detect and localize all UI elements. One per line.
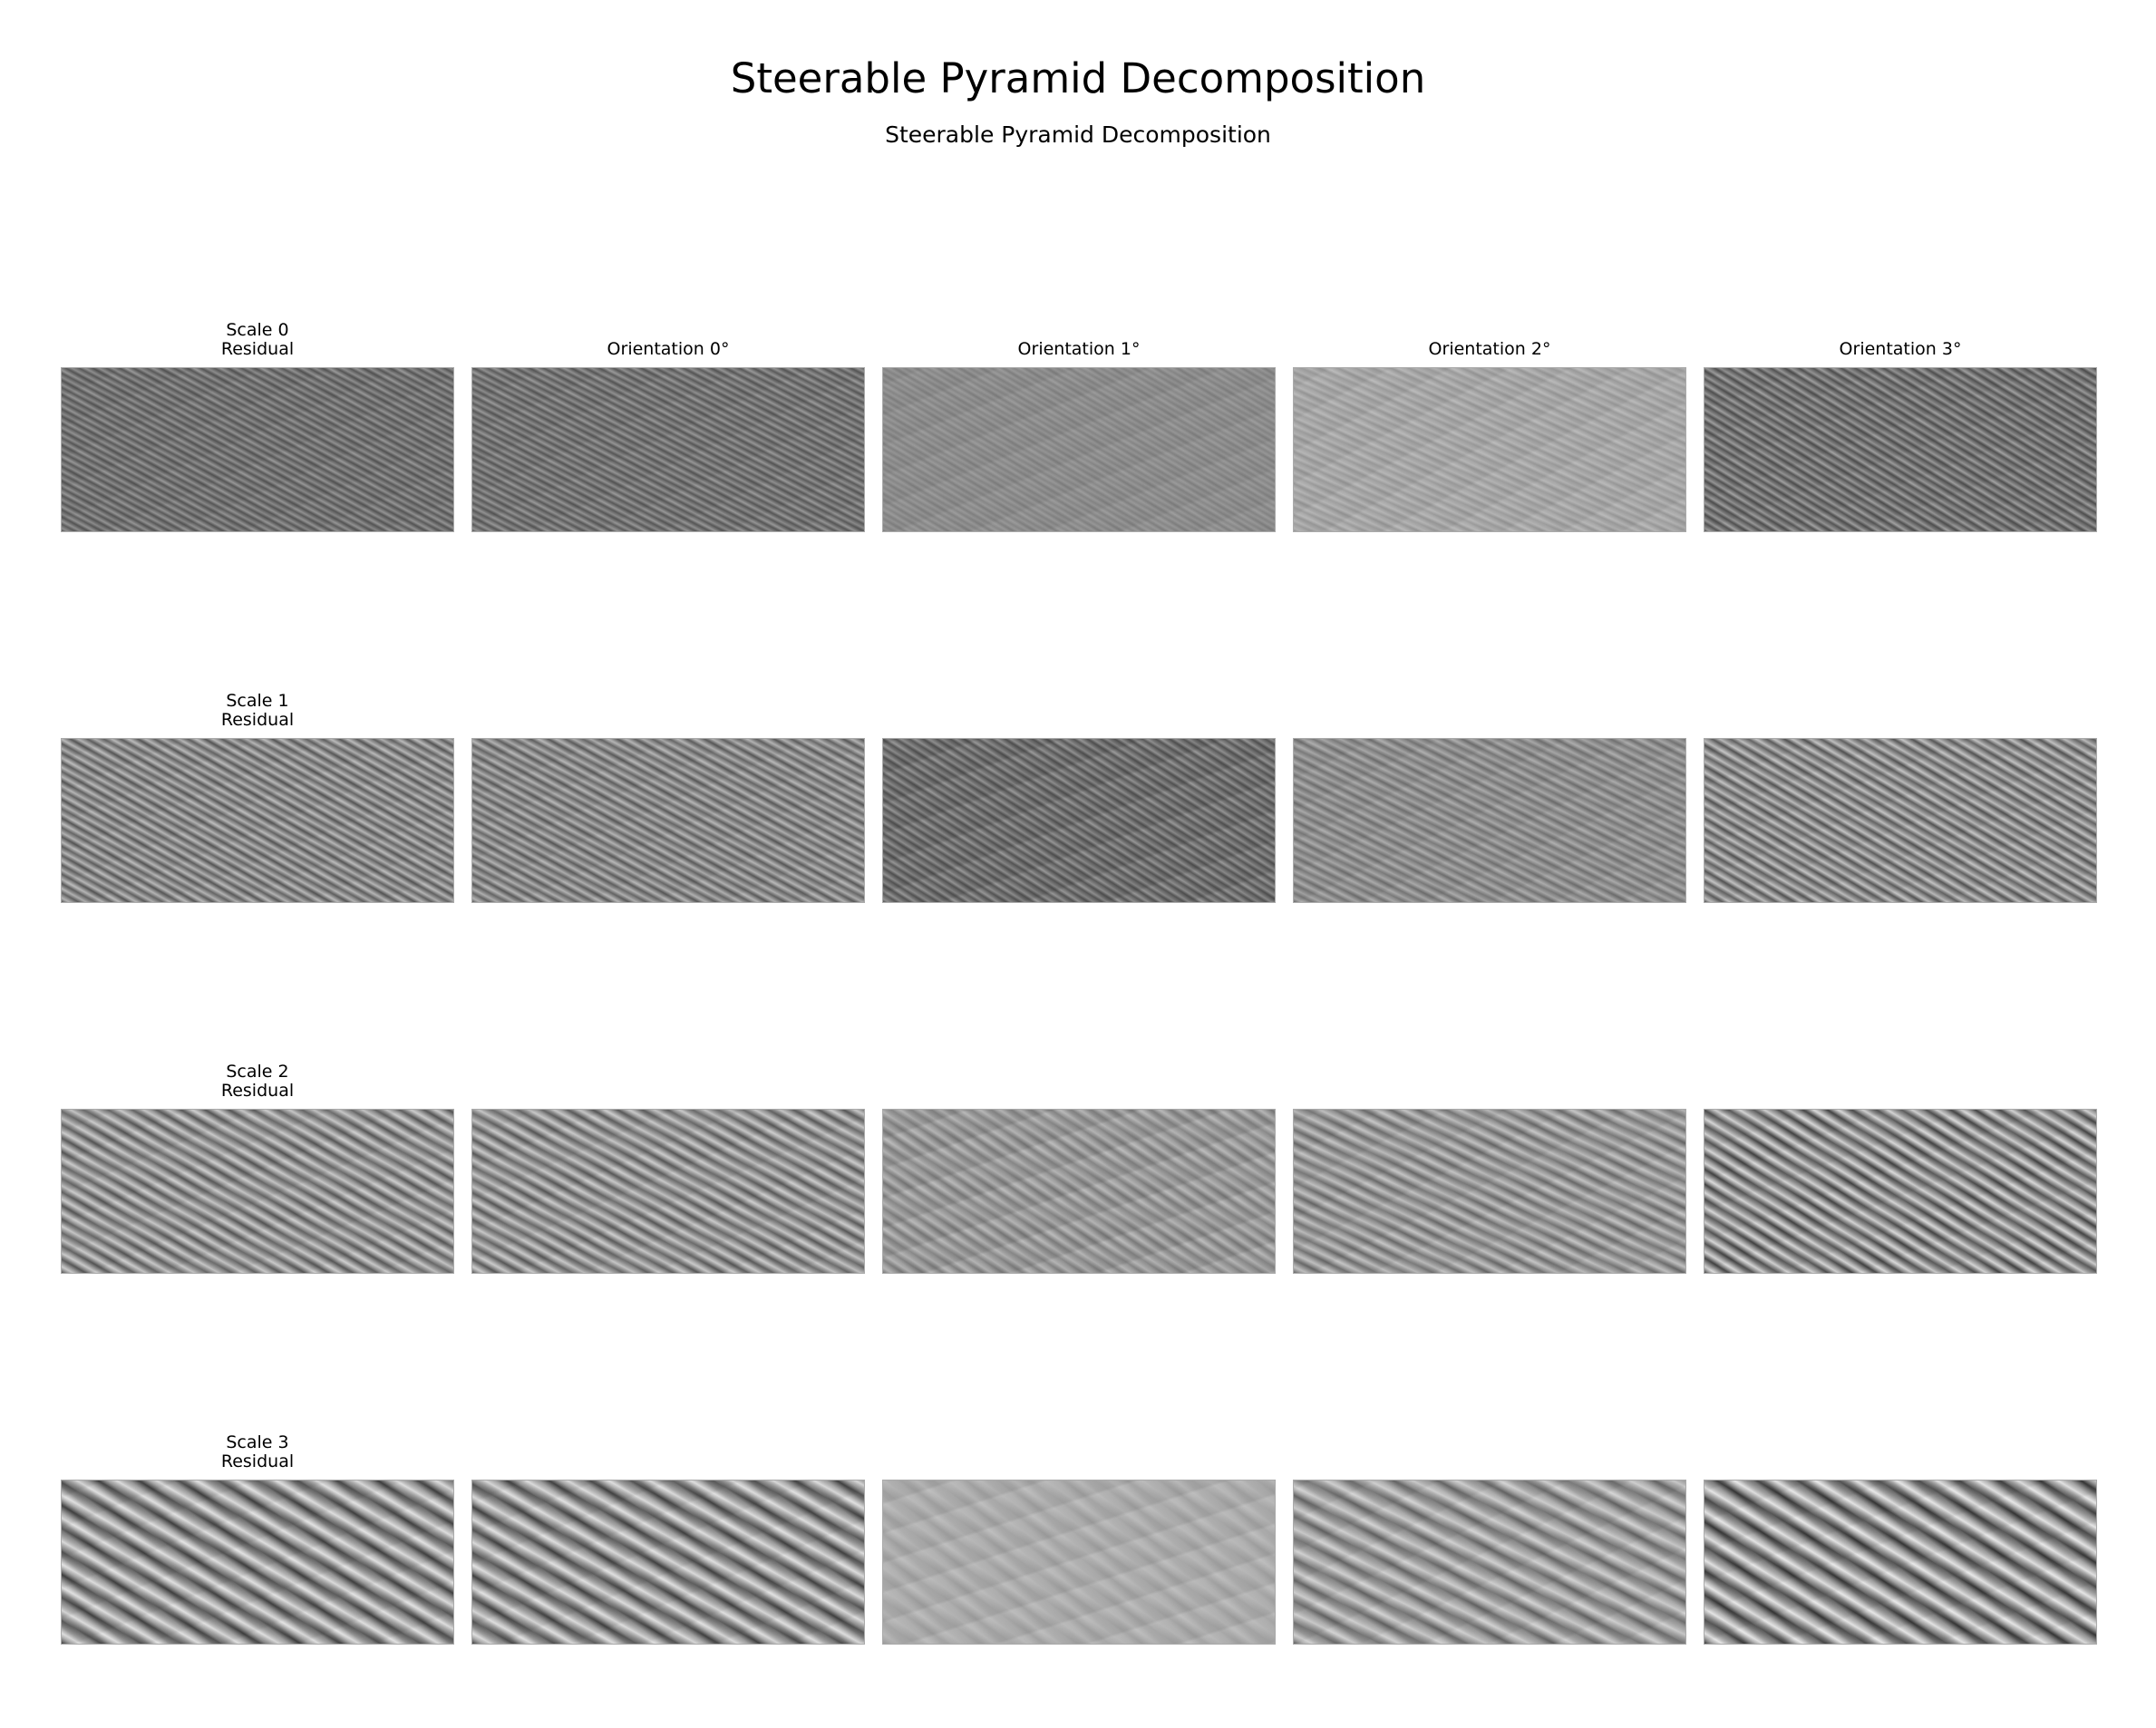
panel-scale-3-orientation-3 <box>1704 1480 2097 1645</box>
panel-scale-3-residual <box>61 1480 454 1645</box>
figure-subtitle: Steerable Pyramid Decomposition <box>885 121 1271 148</box>
panel-scale-2-orientation-1 <box>882 1109 1276 1274</box>
row-label-scale-0: Scale 0 Residual <box>61 321 454 359</box>
residual-label: Residual <box>220 339 295 359</box>
col-title-orientation-2: Orientation 2° <box>1428 339 1551 359</box>
residual-label: Residual <box>220 1081 295 1101</box>
figure-title: Steerable Pyramid Decomposition <box>730 54 1426 102</box>
panel-scale-1-orientation-3 <box>1704 738 2097 903</box>
panel-scale-1-orientation-0 <box>471 738 865 903</box>
col-title-orientation-3: Orientation 3° <box>1839 339 1962 359</box>
scale-label: Scale 3 <box>226 1432 289 1452</box>
row-label-scale-1: Scale 1 Residual <box>61 692 454 730</box>
scale-label: Scale 2 <box>226 1062 289 1082</box>
panel-scale-0-orientation-3 <box>1704 367 2097 532</box>
panel-scale-0-orientation-0 <box>471 367 865 532</box>
panel-scale-2-orientation-0 <box>471 1109 865 1274</box>
panel-scale-3-orientation-2 <box>1293 1480 1686 1645</box>
panel-scale-2-orientation-2 <box>1293 1109 1686 1274</box>
panel-scale-3-orientation-1 <box>882 1480 1276 1645</box>
panel-scale-1-residual <box>61 738 454 903</box>
residual-label: Residual <box>220 1451 295 1471</box>
panel-scale-3-orientation-0 <box>471 1480 865 1645</box>
row-label-scale-2: Scale 2 Residual <box>61 1063 454 1101</box>
panel-scale-1-orientation-2 <box>1293 738 1686 903</box>
panel-scale-2-orientation-3 <box>1704 1109 2097 1274</box>
scale-label: Scale 0 <box>226 320 289 340</box>
col-title-orientation-1: Orientation 1° <box>1017 339 1141 359</box>
panel-scale-0-orientation-2 <box>1293 367 1686 532</box>
col-title-orientation-0: Orientation 0° <box>607 339 730 359</box>
panel-scale-2-residual <box>61 1109 454 1274</box>
panel-scale-1-orientation-1 <box>882 738 1276 903</box>
scale-label: Scale 1 <box>226 691 289 711</box>
panel-scale-0-residual <box>61 367 454 532</box>
row-label-scale-3: Scale 3 Residual <box>61 1433 454 1471</box>
panel-scale-0-orientation-1 <box>882 367 1276 532</box>
residual-label: Residual <box>220 710 295 730</box>
